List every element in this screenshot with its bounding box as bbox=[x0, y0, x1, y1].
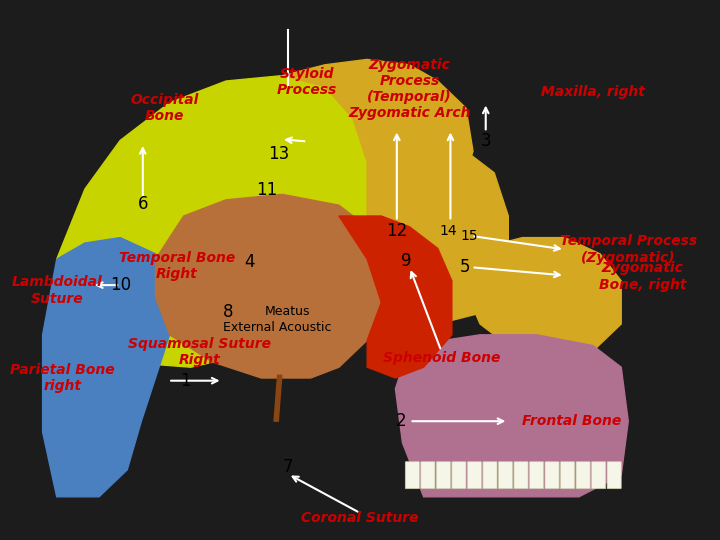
Text: Parietal Bone
right: Parietal Bone right bbox=[10, 363, 114, 393]
Text: 15: 15 bbox=[461, 229, 478, 243]
Text: 2: 2 bbox=[396, 412, 406, 430]
Text: 3: 3 bbox=[480, 132, 491, 151]
Text: Maxilla, right: Maxilla, right bbox=[541, 85, 645, 99]
FancyBboxPatch shape bbox=[405, 462, 420, 489]
Text: Sphenoid Bone: Sphenoid Bone bbox=[382, 351, 500, 365]
FancyBboxPatch shape bbox=[592, 462, 606, 489]
Text: Zygomatic
Process
(Temporal)
Zygomatic Arch: Zygomatic Process (Temporal) Zygomatic A… bbox=[348, 58, 471, 120]
Polygon shape bbox=[282, 59, 473, 259]
FancyBboxPatch shape bbox=[514, 462, 528, 489]
Polygon shape bbox=[382, 151, 508, 324]
Text: 13: 13 bbox=[269, 145, 289, 163]
Text: Styloid
Process: Styloid Process bbox=[277, 67, 338, 97]
FancyBboxPatch shape bbox=[561, 462, 575, 489]
Text: Squamosal Suture
Right: Squamosal Suture Right bbox=[127, 337, 271, 367]
Polygon shape bbox=[395, 335, 629, 497]
FancyBboxPatch shape bbox=[483, 462, 497, 489]
Text: 6: 6 bbox=[138, 194, 148, 213]
Text: 12: 12 bbox=[386, 221, 408, 240]
FancyBboxPatch shape bbox=[576, 462, 590, 489]
Text: 1: 1 bbox=[180, 372, 191, 390]
FancyBboxPatch shape bbox=[607, 462, 621, 489]
Text: 8: 8 bbox=[223, 302, 234, 321]
Text: Meatus: Meatus bbox=[265, 305, 310, 318]
Text: 7: 7 bbox=[283, 458, 294, 476]
Text: Coronal Suture: Coronal Suture bbox=[302, 511, 419, 525]
Text: Frontal Bone: Frontal Bone bbox=[522, 414, 621, 428]
Text: 11: 11 bbox=[256, 181, 278, 199]
FancyBboxPatch shape bbox=[545, 462, 559, 489]
FancyBboxPatch shape bbox=[436, 462, 451, 489]
Text: 5: 5 bbox=[459, 258, 470, 276]
FancyBboxPatch shape bbox=[420, 462, 435, 489]
Text: Temporal Bone
Right: Temporal Bone Right bbox=[119, 251, 235, 281]
Polygon shape bbox=[466, 238, 621, 356]
Text: Zygomatic
Bone, right: Zygomatic Bone, right bbox=[598, 261, 686, 292]
FancyBboxPatch shape bbox=[467, 462, 482, 489]
Polygon shape bbox=[156, 194, 382, 378]
Polygon shape bbox=[274, 375, 282, 421]
Text: 9: 9 bbox=[401, 252, 411, 270]
Text: 14: 14 bbox=[439, 224, 457, 238]
FancyBboxPatch shape bbox=[452, 462, 466, 489]
Text: 4: 4 bbox=[244, 253, 255, 271]
Text: Lambdoidal
Suture: Lambdoidal Suture bbox=[12, 275, 102, 306]
Polygon shape bbox=[339, 216, 452, 378]
Polygon shape bbox=[42, 238, 170, 497]
Text: Temporal Process
(Zygomatic): Temporal Process (Zygomatic) bbox=[559, 234, 697, 265]
Text: Occipital
Bone: Occipital Bone bbox=[130, 93, 199, 123]
Text: 10: 10 bbox=[109, 276, 131, 294]
FancyBboxPatch shape bbox=[498, 462, 513, 489]
Polygon shape bbox=[57, 76, 367, 367]
FancyBboxPatch shape bbox=[529, 462, 544, 489]
Text: External Acoustic: External Acoustic bbox=[223, 321, 332, 334]
